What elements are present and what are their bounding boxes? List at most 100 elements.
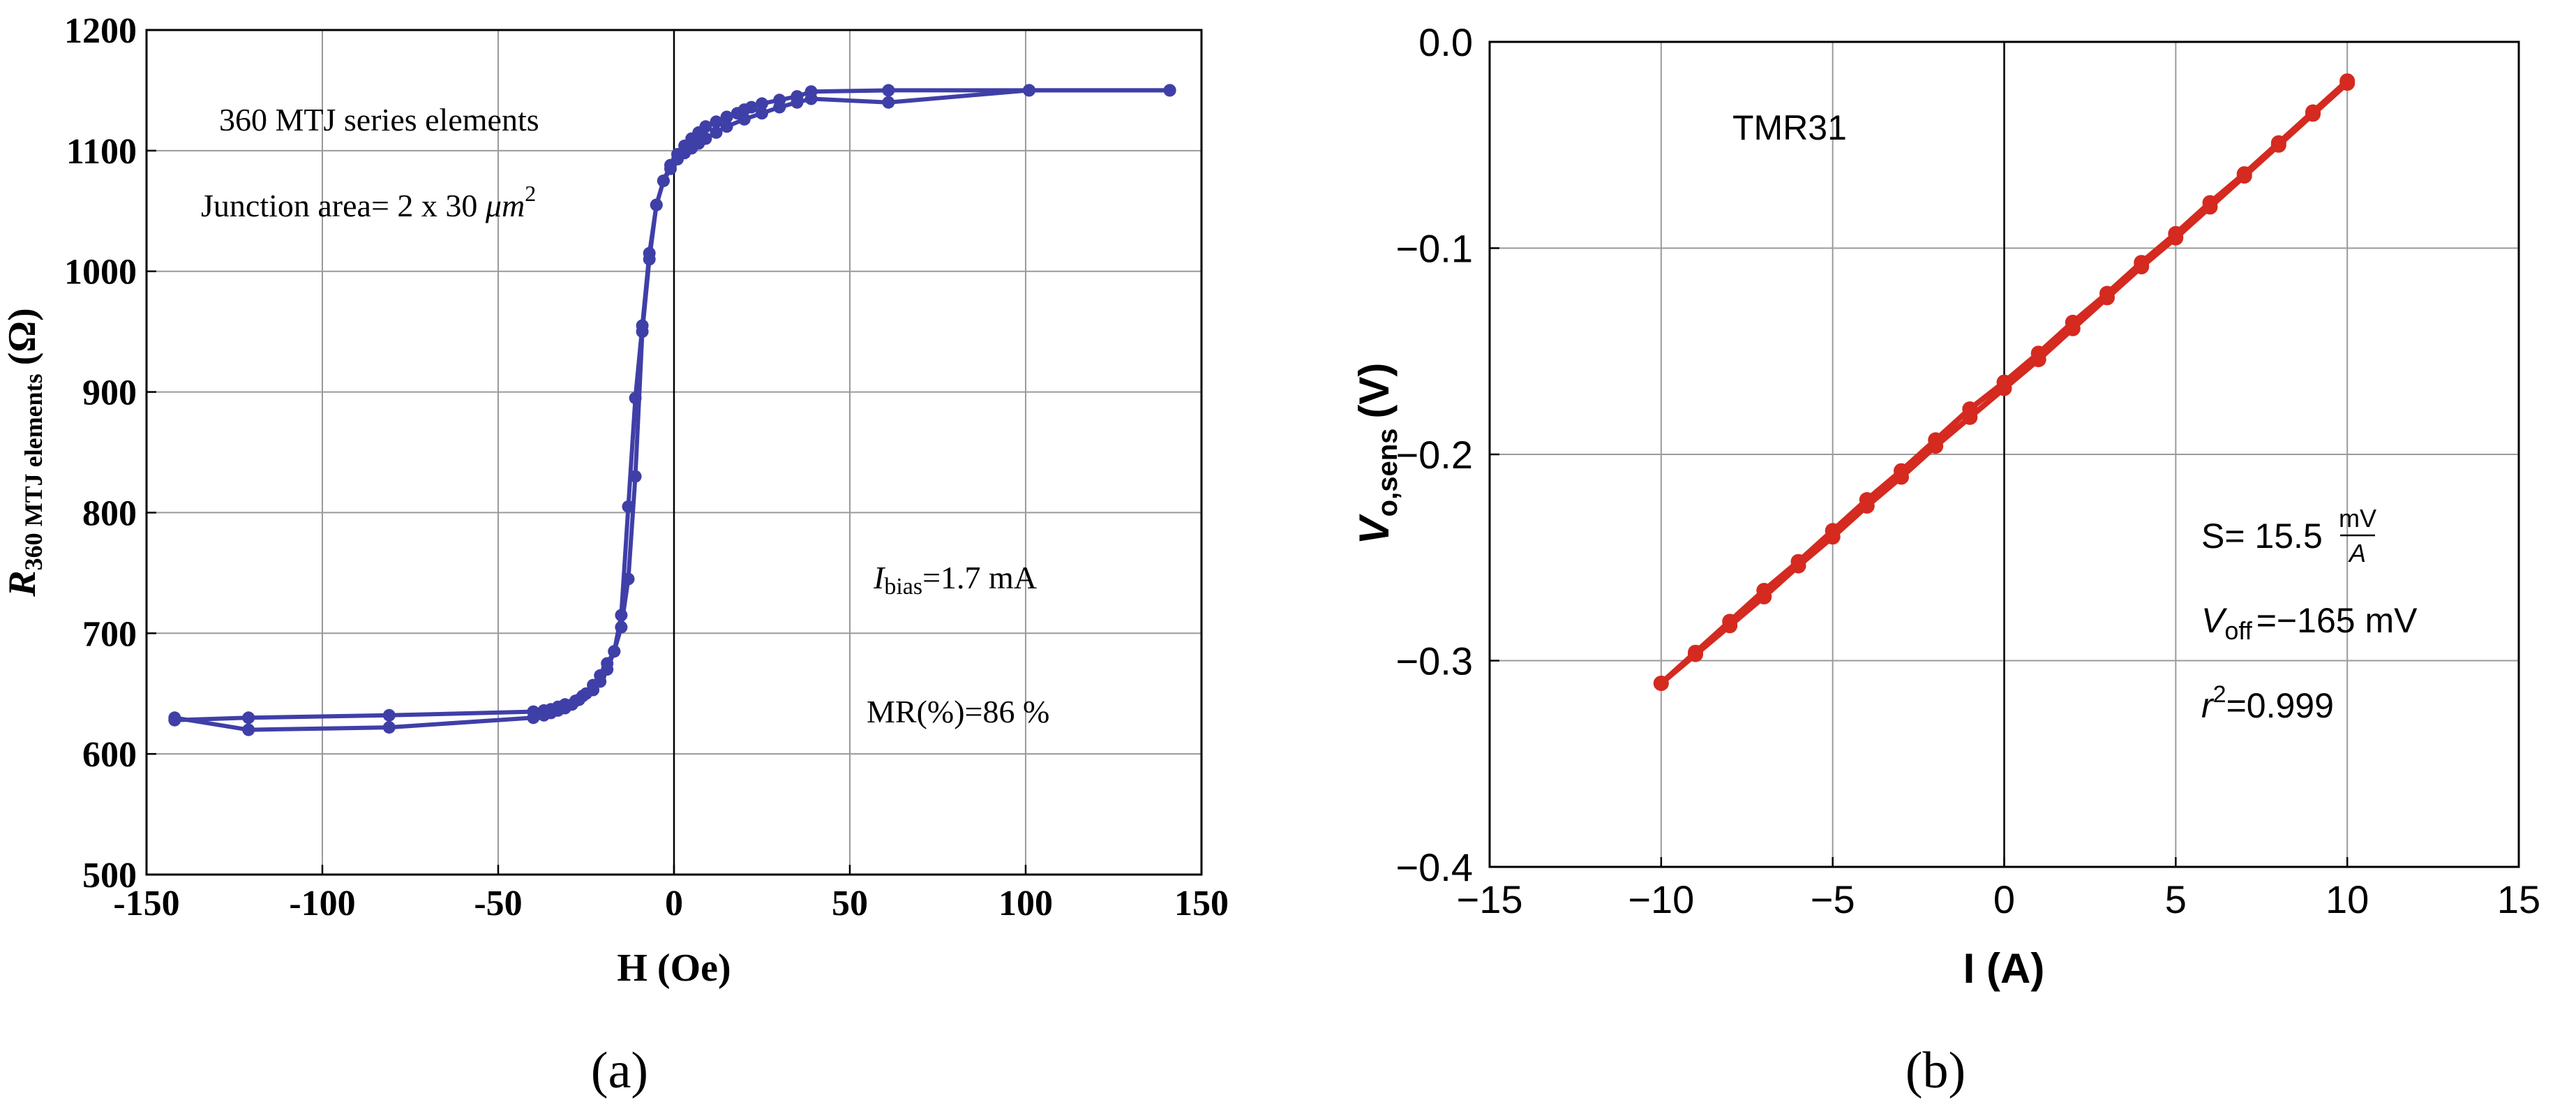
panel-a-label: (a) xyxy=(591,1042,648,1099)
panel-a-annotation-mr: MR(%)=86 % xyxy=(867,694,1049,729)
data-point xyxy=(2202,199,2218,215)
panel-a-area-unit: μm xyxy=(485,188,525,223)
panel-b: −15 −10 −5 0 5 10 15−0.4−0.3−0.2−0.10.0 I (A) … xyxy=(1351,20,2540,1099)
x-tick-label: −10 xyxy=(1628,877,1694,921)
x-tick-label: -100 xyxy=(289,884,355,923)
data-point xyxy=(629,470,642,483)
x-tick-label: 10 xyxy=(2326,877,2369,921)
y-tick-label: −0.4 xyxy=(1395,845,1473,889)
data-point xyxy=(710,115,723,128)
panel-b-ylabel-main: V xyxy=(1351,513,1398,544)
panel-b-annotation-sensitivity: S= 15.5 xyxy=(2201,517,2323,556)
y-tick-label: 600 xyxy=(82,735,137,775)
panel-a-area-sup: 2 xyxy=(525,181,536,206)
data-point xyxy=(791,96,804,109)
panel-b-sens-unit-den: A xyxy=(2348,539,2366,567)
panel-b-voff-sub: off xyxy=(2224,616,2252,645)
panel-a-annotation-area: Junction area= 2 x 30 μm2 xyxy=(201,181,536,223)
data-point xyxy=(615,621,628,634)
data-point xyxy=(1928,438,1944,454)
y-tick-label: 1100 xyxy=(66,132,137,172)
y-tick-label: 1000 xyxy=(64,253,137,292)
panel-b-r2-sup: 2 xyxy=(2213,681,2226,708)
panel-b-voff-sym: V xyxy=(2201,601,2228,640)
y-tick-label: 900 xyxy=(82,373,137,413)
y-tick-label: −0.3 xyxy=(1395,639,1473,683)
panel-b-ticks: −15 −10 −5 0 5 10 15 −0.4 −0.3 −0.2 −0.1 0.0 xyxy=(1395,20,2540,921)
panel-b-xlabel: I (A) xyxy=(1963,945,2045,992)
panel-a-bias-sub: bias xyxy=(884,574,922,600)
data-point xyxy=(2168,230,2184,246)
panel-b-r2-val: =0.999 xyxy=(2226,686,2334,725)
data-point xyxy=(1023,84,1035,97)
panel-b-grid xyxy=(1490,42,2519,867)
panel-b-sens-unit-num: mV xyxy=(2339,504,2376,533)
panel-a-bias-val: =1.7 mA xyxy=(922,560,1037,595)
data-point xyxy=(1859,498,1875,514)
data-point xyxy=(1688,646,1703,662)
panel-a-annotation-elements: 360 MTJ series elements xyxy=(219,102,539,138)
panel-a-ylabel: R360 MTJ elements (Ω) xyxy=(1,308,47,597)
data-point xyxy=(242,711,255,725)
x-tick-label: 0 xyxy=(1993,877,2015,921)
data-point xyxy=(622,572,635,586)
data-point xyxy=(636,325,649,339)
panel-a-annotation-bias: Ibias=1.7 mA xyxy=(873,560,1037,600)
data-point xyxy=(1756,588,1772,604)
data-point xyxy=(1996,380,2012,396)
y-tick-label: 700 xyxy=(82,614,137,654)
data-point xyxy=(168,711,181,725)
data-point xyxy=(882,96,895,109)
data-point xyxy=(882,84,895,97)
panel-a-ylabel-sub: 360 MTJ elements xyxy=(20,373,47,570)
y-tick-label: 1200 xyxy=(64,11,137,51)
data-point xyxy=(699,132,712,145)
panel-a-bias-sym: I xyxy=(873,560,886,595)
panel-a-area-text: Junction area= 2 x 30 xyxy=(201,188,486,223)
panel-b-annotation-r2: r2=0.999 xyxy=(2201,681,2334,725)
x-tick-label: −5 xyxy=(1811,877,1855,921)
x-tick-label: 50 xyxy=(832,884,868,923)
data-point xyxy=(608,645,621,658)
data-point xyxy=(650,198,663,211)
data-point xyxy=(2270,137,2286,153)
x-tick-label: 0 xyxy=(665,884,683,923)
x-tick-label: 5 xyxy=(2165,877,2187,921)
panel-b-ylabel-sub: o,sens xyxy=(1372,429,1403,517)
panel-a-ticks: -150 -100 -50 0 50 100 150 500 600 700 800 900 1000 1… xyxy=(64,11,1229,923)
data-point xyxy=(720,120,733,133)
data-point xyxy=(2134,259,2150,275)
data-point xyxy=(580,687,592,700)
x-tick-label: -50 xyxy=(474,884,522,923)
data-point xyxy=(773,101,786,114)
panel-b-voff-val: =−165 mV xyxy=(2256,601,2418,640)
y-tick-label: 800 xyxy=(82,493,137,533)
data-point xyxy=(2339,75,2356,91)
data-point xyxy=(1894,469,1909,485)
data-point xyxy=(2099,290,2115,306)
panel-a: -150 -100 -50 0 50 100 150 500 600 700 800 900 1000 1… xyxy=(1,11,1229,1099)
panel-b-ylabel-unit: (V) xyxy=(1351,363,1398,419)
panel-b-label: (b) xyxy=(1905,1042,1965,1099)
data-point xyxy=(1163,84,1176,97)
panel-b-ylabel: Vo,sens (V) xyxy=(1351,363,1403,545)
data-point xyxy=(382,721,396,734)
panel-a-ylabel-unit: (Ω) xyxy=(1,308,44,365)
data-point xyxy=(601,657,614,670)
data-point xyxy=(756,107,768,120)
data-point xyxy=(527,711,540,725)
x-tick-label: -150 xyxy=(113,884,179,923)
data-point xyxy=(1790,558,1806,574)
data-point xyxy=(1653,676,1669,691)
data-point xyxy=(710,126,723,139)
data-point xyxy=(594,669,607,682)
data-point xyxy=(756,97,768,110)
data-point xyxy=(804,92,818,105)
data-point xyxy=(587,678,600,692)
x-tick-label: −15 xyxy=(1457,877,1523,921)
data-point xyxy=(643,253,656,266)
panel-b-annotation-offset: Voff =−165 mV xyxy=(2201,601,2418,645)
data-point xyxy=(2065,320,2081,336)
series-line-1 xyxy=(174,88,1170,722)
